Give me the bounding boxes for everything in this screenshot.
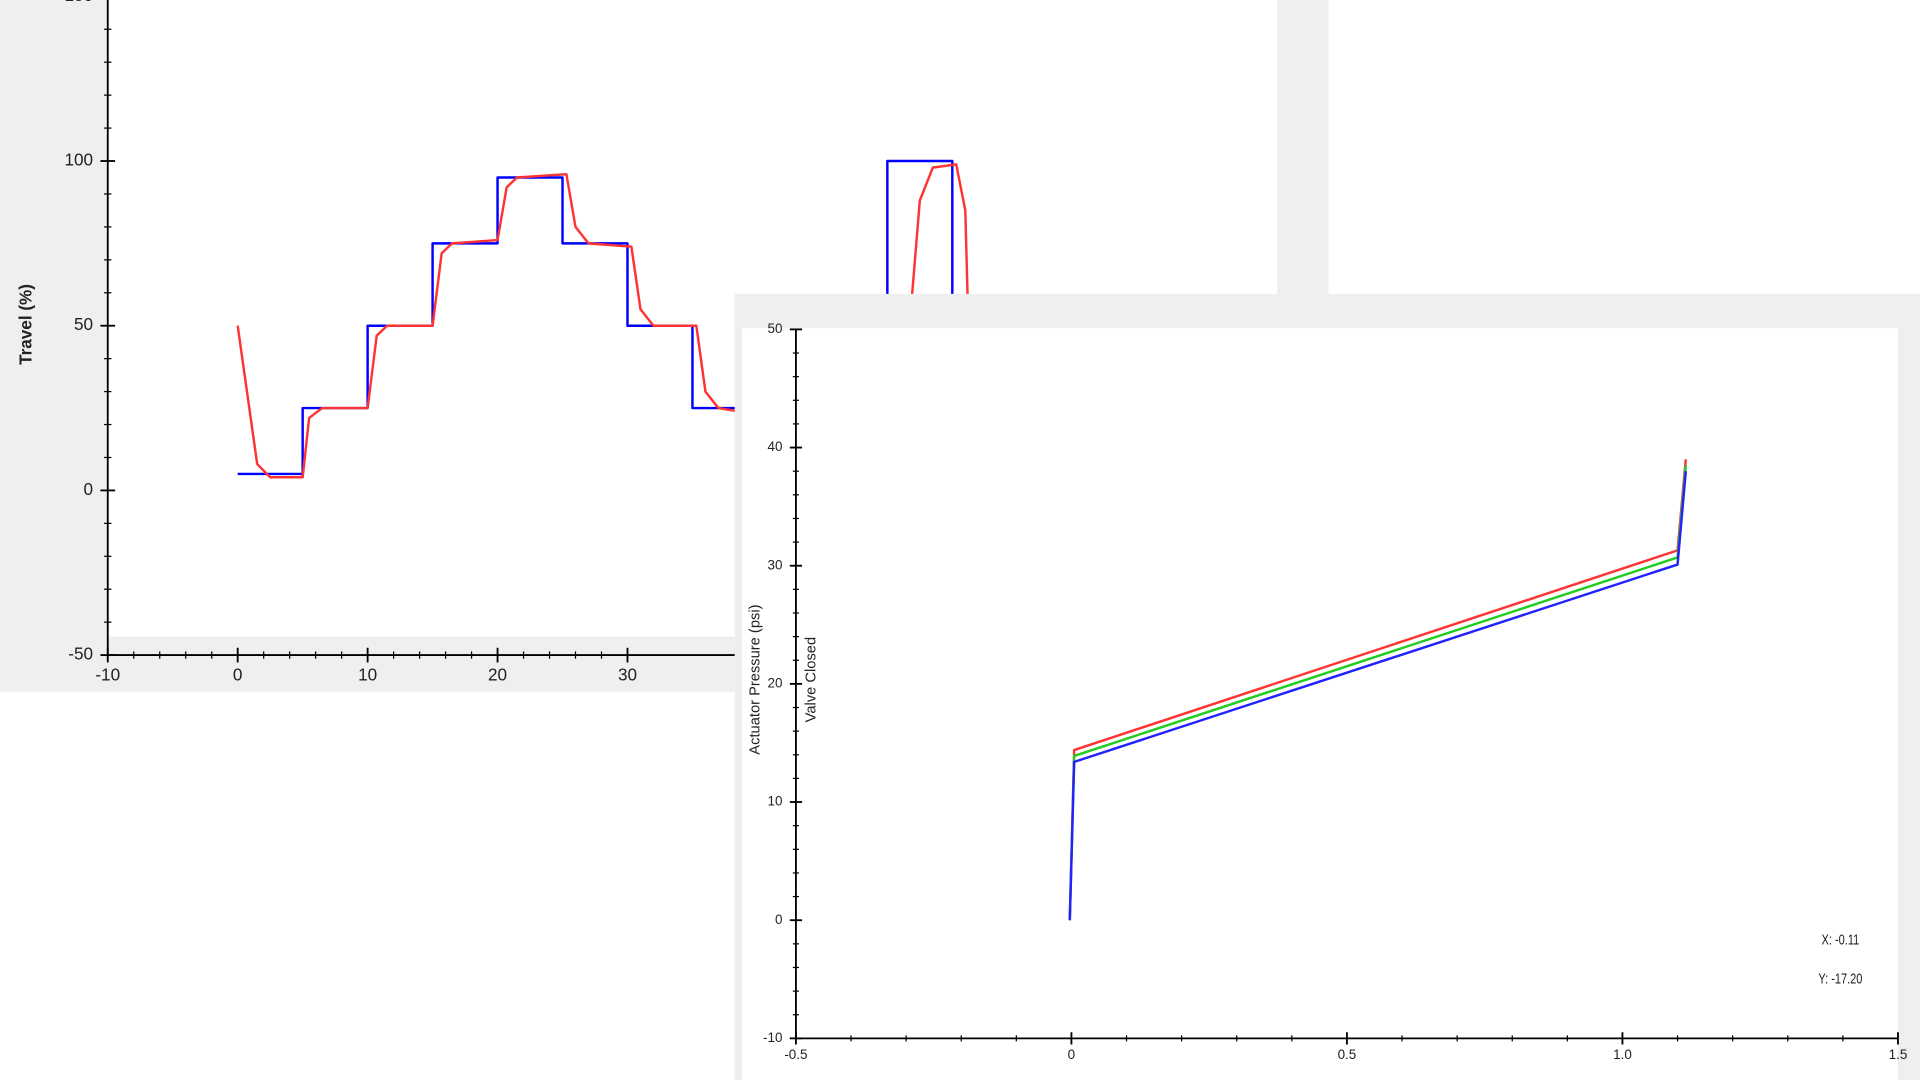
y-tick-label: 40 xyxy=(767,439,782,454)
plot-area xyxy=(742,328,1898,1080)
y-tick-label: 20 xyxy=(767,675,782,690)
y-axis-label-2: Valve Closed xyxy=(804,637,820,722)
x-tick-label: 0.5 xyxy=(1338,1047,1357,1062)
cursor-x: X: -0.11 xyxy=(1822,931,1860,948)
x-tick-label: 0 xyxy=(233,665,243,685)
y-tick-label: 100 xyxy=(64,150,93,170)
series-line xyxy=(236,163,971,479)
x-tick-label: 1.0 xyxy=(1613,1047,1632,1062)
y-tick-label: -10 xyxy=(763,1030,782,1045)
x-tick-label: 0 xyxy=(1068,1047,1075,1062)
cursor-y: Y: -17.20 xyxy=(1818,970,1862,987)
pressure-panel: Actuator Pressure (psi) Valve Closed X: … xyxy=(734,293,1920,1080)
y-axis-label: Travel (%) xyxy=(15,284,35,365)
y-tick-label: 50 xyxy=(767,321,782,336)
y-tick-label: 0 xyxy=(775,912,782,927)
y-tick-label: 50 xyxy=(74,314,93,334)
x-tick-label: 10 xyxy=(358,665,377,685)
panel-gap xyxy=(1277,0,1329,297)
x-tick-label: 1.5 xyxy=(1889,1047,1908,1062)
y-tick-label: -50 xyxy=(68,644,93,664)
series-line xyxy=(1068,471,1688,921)
y-tick-label: 30 xyxy=(767,557,782,572)
x-tick-label: -0.5 xyxy=(784,1047,807,1062)
x-tick-label: 30 xyxy=(618,665,637,685)
y-tick-label: 10 xyxy=(767,794,782,809)
y-axis-label: Actuator Pressure (psi) xyxy=(747,604,763,754)
y-tick-label: 0 xyxy=(84,479,94,499)
y-tick-label: 150 xyxy=(64,0,93,5)
x-tick-label: 20 xyxy=(488,665,507,685)
x-tick-label: -10 xyxy=(95,665,120,685)
